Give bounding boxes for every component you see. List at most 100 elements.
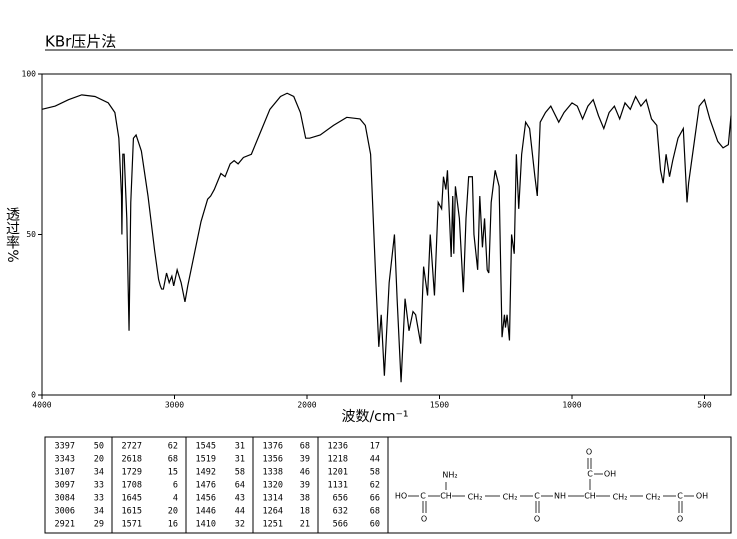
structure-label: CH₂ [468,493,483,502]
peak-wavenumber: 1446 [196,507,216,517]
peak-wavenumber: 1456 [196,494,216,504]
peak-transmittance: 16 [168,520,178,530]
structure-label: OH [604,470,616,479]
peak-transmittance: 68 [370,507,380,517]
peak-wavenumber: 1492 [196,468,216,478]
peak-wavenumber: 1476 [196,481,216,491]
peak-wavenumber: 1264 [263,507,283,517]
structure-label: C [587,470,593,479]
peak-transmittance: 68 [168,455,178,465]
peak-wavenumber: 1410 [196,520,216,530]
peak-transmittance: 50 [94,442,104,452]
peak-transmittance: 32 [235,520,245,530]
peak-wavenumber: 1519 [196,455,216,465]
peak-transmittance: 43 [235,494,245,504]
peak-wavenumber: 2727 [122,442,142,452]
peak-transmittance: 64 [235,481,245,491]
peak-wavenumber: 1376 [263,442,283,452]
y-tick-label: 50 [26,230,36,239]
structure-label: CH [584,492,596,501]
peak-transmittance: 17 [370,442,380,452]
peak-transmittance: 34 [94,507,104,517]
peak-transmittance: 62 [168,442,178,452]
peak-wavenumber: 3397 [55,442,75,452]
peak-wavenumber: 3343 [55,455,75,465]
peak-wavenumber: 1201 [328,468,348,478]
peak-transmittance: 66 [370,494,380,504]
structure-label: CH₂ [503,493,518,502]
y-tick-label: 0 [31,391,36,400]
spectrum-line [41,92,732,383]
peak-wavenumber: 1236 [328,442,348,452]
peak-wavenumber: 1218 [328,455,348,465]
structure [408,458,694,513]
peak-transmittance: 33 [94,481,104,491]
y-tick-label: 100 [22,70,37,79]
peak-wavenumber: 656 [333,494,348,504]
x-tick-label: 1500 [430,401,449,410]
structure-label: OH [696,492,708,501]
peak-wavenumber: 1251 [263,520,283,530]
peak-wavenumber: 1729 [122,468,142,478]
peak-wavenumber: 3097 [55,481,75,491]
peak-wavenumber: 1356 [263,455,283,465]
peak-wavenumber: 3006 [55,507,75,517]
peak-wavenumber: 1645 [122,494,142,504]
peak-transmittance: 58 [370,468,380,478]
structure-label: O [421,515,427,524]
structure-label: O [677,515,683,524]
peak-transmittance: 6 [173,481,178,491]
peak-transmittance: 46 [300,468,310,478]
peak-transmittance: 20 [168,507,178,517]
structure-label: C [534,492,540,501]
x-tick-label: 1000 [562,401,581,410]
peak-transmittance: 34 [94,468,104,478]
peak-wavenumber: 1131 [328,481,348,491]
peak-transmittance: 68 [300,442,310,452]
peak-transmittance: 39 [300,481,310,491]
peak-transmittance: 31 [235,455,245,465]
structure-label: C [420,492,426,501]
peak-wavenumber: 632 [333,507,348,517]
x-axis-label: 波数/cm⁻¹ [341,409,408,425]
peak-wavenumber: 3107 [55,468,75,478]
peak-wavenumber: 1320 [263,481,283,491]
structure-label: CH₂ [646,493,661,502]
peak-wavenumber: 1615 [122,507,142,517]
x-tick-label: 2000 [297,401,316,410]
structure-label: NH₂ [442,471,457,480]
structure-label: O [534,515,540,524]
structure-label: HO [395,492,407,501]
peak-transmittance: 4 [173,494,178,504]
peak-transmittance: 60 [370,520,380,530]
structure-label: O [586,448,592,457]
peak-transmittance: 33 [94,494,104,504]
structure-label: CH₂ [613,493,628,502]
y-axis-label: 透过率% [4,207,20,262]
peak-wavenumber: 1338 [263,468,283,478]
peak-wavenumber: 566 [333,520,348,530]
plot-frame [41,73,732,396]
structure-label: C [677,492,683,501]
peak-transmittance: 44 [370,455,380,465]
peak-wavenumber: 1571 [122,520,142,530]
peak-wavenumber: 1545 [196,442,216,452]
peak-transmittance: 39 [300,455,310,465]
peak-transmittance: 31 [235,442,245,452]
peak-wavenumber: 1708 [122,481,142,491]
peak-wavenumber: 2618 [122,455,142,465]
peak-transmittance: 58 [235,468,245,478]
peak-transmittance: 62 [370,481,380,491]
peak-transmittance: 15 [168,468,178,478]
peak-transmittance: 20 [94,455,104,465]
x-tick-label: 4000 [32,401,51,410]
peak-transmittance: 29 [94,520,104,530]
x-tick-label: 3000 [165,401,184,410]
peak-wavenumber: 2921 [55,520,75,530]
structure-label: NH [554,492,566,501]
structure-label: CH [440,492,452,501]
peak-wavenumber: 3084 [55,494,75,504]
peak-wavenumber: 1314 [263,494,283,504]
peak-transmittance: 21 [300,520,310,530]
